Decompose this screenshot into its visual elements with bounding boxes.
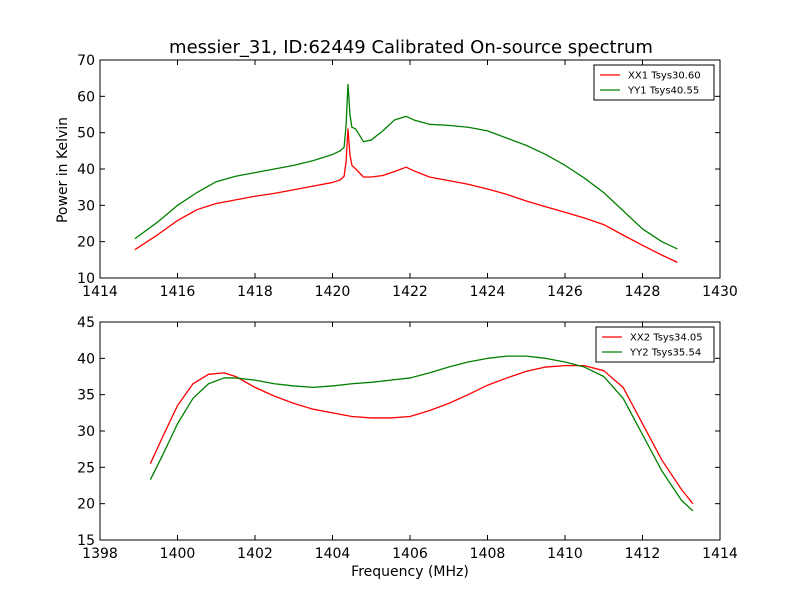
x-tick-label: 1410 [547,546,583,562]
y-tick-label: 25 [77,460,95,476]
x-tick-label: 1400 [160,546,196,562]
series-group [149,355,694,512]
x-tick-label: 1412 [625,546,661,562]
x-tick-label: 1398 [82,546,118,562]
y-tick-label: 30 [77,198,95,214]
x-tick-label: 1414 [702,546,738,562]
legend-label: YY1 Tsys40.55 [627,86,699,97]
x-tick-label: 1420 [315,284,351,300]
y-tick-label: 40 [77,162,95,178]
x-tick-label: 1428 [625,284,661,300]
x-tick-label: 1402 [237,546,273,562]
x-tick-label: 1408 [470,546,506,562]
x-tick-label: 1406 [392,546,428,562]
y-tick-label: 60 [77,89,95,105]
series-line-green [134,83,678,250]
legend-label: XX2 Tsys34.05 [630,333,703,344]
x-tick-label: 1416 [160,284,196,300]
legend-box [595,326,715,363]
chart-title: messier_31, ID:62449 Calibrated On-sourc… [169,37,653,58]
y-tick-label: 35 [77,388,95,404]
legend-label: YY2 Tsys35.54 [629,348,701,359]
y-tick-label: 30 [77,424,95,440]
y-tick-label: 20 [77,235,95,251]
x-tick-label: 1418 [237,284,273,300]
y-tick-label: 10 [77,271,95,287]
x-tick-label: 1426 [547,284,583,300]
subplot-1: 1414 1416 1418 1420 1422 1424 1426 1428 1430 10 20… [77,53,738,300]
x-tick-label: 1414 [82,284,118,300]
subplot-2: 1398 1400 1402 1404 1406 1408 1410 1412 1414 15 20… [77,315,738,562]
y-axis-label: Power in Kelvin [55,117,71,223]
legend-box [593,64,715,101]
y-tick-label: 70 [77,53,95,69]
x-tick-label: 1430 [702,284,738,300]
legend: XX1 Tsys30.60 YY1 Tsys40.55 [593,64,715,101]
legend-label: XX1 Tsys30.60 [628,71,701,82]
series-group [134,83,678,263]
series-line-red [134,128,678,263]
y-tick-label: 40 [77,351,95,367]
x-axis-label: Frequency (MHz) [351,564,469,580]
legend: XX2 Tsys34.05 YY2 Tsys35.54 [595,326,715,363]
y-tick-label: 45 [77,315,95,331]
series-line-green [149,355,694,512]
y-tick-label: 15 [77,533,95,549]
x-tick-label: 1422 [392,284,428,300]
y-tick-label: 20 [77,497,95,513]
x-tick-label: 1404 [315,546,351,562]
series-line-red [149,364,694,505]
x-tick-label: 1424 [470,284,506,300]
y-tick-label: 50 [77,126,95,142]
